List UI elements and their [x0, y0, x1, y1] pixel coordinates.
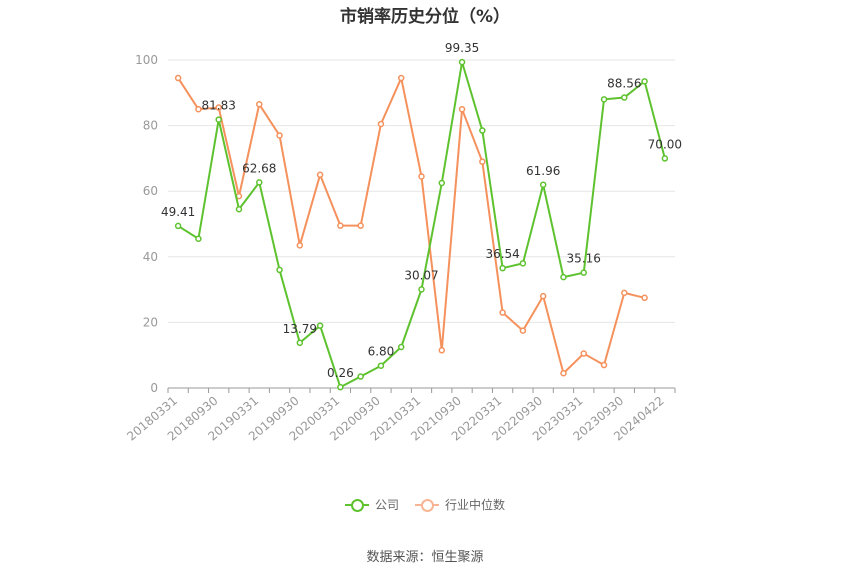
company-data-label: 35.16: [567, 252, 601, 266]
y-tick-label: 100: [135, 53, 158, 67]
company-data-label: 70.00: [648, 137, 682, 151]
company-data-point: [519, 260, 527, 267]
company-data-label: 13.79: [283, 322, 317, 336]
industry-data-point: [519, 327, 527, 334]
industry-data-point: [499, 309, 506, 316]
company-data-point: [296, 339, 304, 347]
company-data-point: [661, 155, 669, 162]
legend-company-marker: [344, 498, 369, 512]
industry-data-point: [195, 105, 202, 113]
industry-data-point: [458, 105, 466, 113]
company-data-label: 49.41: [161, 205, 195, 219]
industry-data-point: [438, 347, 446, 354]
company-data-point: [418, 286, 425, 293]
company-data-point: [600, 96, 608, 103]
data-source-note: 数据来源：恒生聚源: [366, 550, 484, 565]
company-data-label: 61.96: [526, 164, 560, 178]
industry-data-point: [215, 104, 222, 111]
industry-series-line: [177, 77, 645, 375]
company-data-label: 81.83: [202, 99, 236, 113]
company-data-point: [539, 181, 547, 189]
industry-data-point: [337, 222, 344, 229]
company-data-label: 6.80: [368, 345, 395, 359]
company-series-line: [177, 61, 666, 389]
industry-data-point: [296, 242, 304, 249]
company-data-point: [316, 322, 324, 329]
industry-data-point: [377, 120, 385, 128]
industry-data-point: [357, 222, 364, 229]
industry-data-point: [256, 101, 263, 108]
company-data-point: [256, 179, 263, 186]
company-data-point: [357, 373, 364, 380]
company-data-point: [479, 127, 486, 134]
industry-data-point: [560, 369, 567, 377]
company-data-label: 88.56: [607, 77, 641, 91]
company-data-point: [215, 116, 222, 123]
legend-item-company[interactable]: 公司: [344, 496, 399, 513]
y-tick-label: 80: [143, 119, 158, 133]
line-chart: 0204060801002018033120180930201903312019…: [124, 41, 682, 443]
industry-data-point: [641, 294, 648, 302]
company-data-label: 36.54: [485, 247, 519, 261]
industry-data-point: [418, 173, 425, 180]
company-data-point: [174, 222, 182, 230]
industry-data-point: [580, 350, 587, 357]
company-data-point: [235, 205, 243, 213]
legend-item-industry[interactable]: 行业中位数: [415, 496, 505, 513]
legend-industry-label: 行业中位数: [445, 498, 506, 512]
company-data-point: [458, 58, 466, 66]
industry-data-point: [621, 289, 628, 297]
industry-data-point: [316, 171, 324, 179]
industry-data-point: [539, 292, 547, 300]
company-data-point: [195, 235, 202, 243]
industry-data-point: [174, 74, 182, 82]
legend-company-label: 公司: [374, 498, 399, 512]
legend: 公司 行业中位数: [0, 496, 850, 513]
industry-data-point: [276, 132, 283, 139]
y-tick-label: 60: [143, 184, 158, 198]
company-data-point: [337, 383, 344, 391]
chart-title: 市销率历史分位（%）: [339, 7, 511, 27]
y-tick-label: 20: [143, 315, 158, 329]
company-data-label: 30.07: [404, 268, 438, 282]
company-data-point: [276, 266, 283, 274]
industry-data-point: [397, 74, 405, 82]
company-data-point: [621, 94, 628, 101]
y-tick-label: 0: [150, 381, 158, 395]
company-data-point: [499, 264, 506, 272]
company-data-label: 99.35: [445, 41, 479, 55]
company-data-point: [560, 273, 567, 281]
company-data-point: [377, 362, 385, 369]
company-data-point: [397, 343, 405, 351]
company-data-point: [438, 179, 446, 187]
company-data-label: 62.68: [242, 161, 276, 175]
company-data-label: 0.26: [327, 366, 354, 380]
company-data-point: [580, 269, 587, 276]
industry-data-point: [600, 361, 608, 369]
legend-industry-marker: [415, 498, 439, 512]
industry-data-point: [479, 158, 486, 165]
y-tick-label: 40: [143, 250, 158, 264]
company-data-point: [641, 78, 648, 85]
